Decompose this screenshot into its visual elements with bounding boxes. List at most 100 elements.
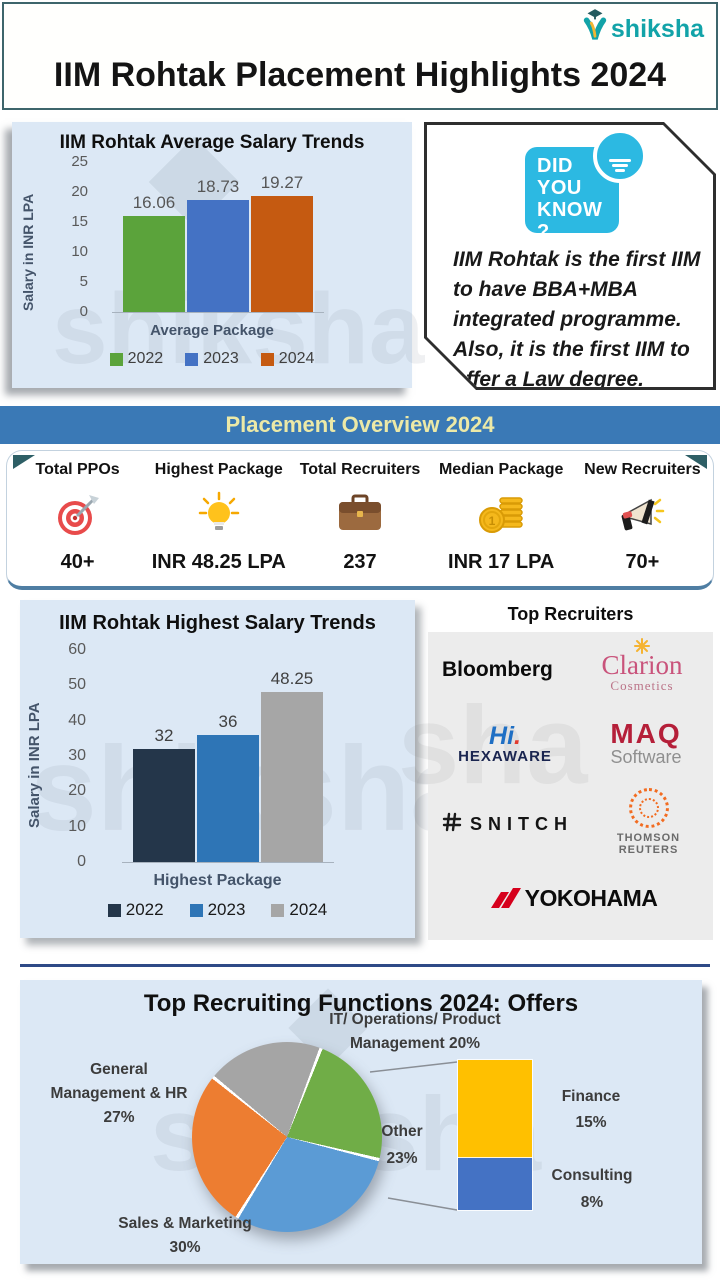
did-you-know-card: DID YOU KNOW ? IIM Rohtak is the first I…: [424, 122, 716, 390]
breakout-bar: [458, 1060, 532, 1210]
bulb-icon: [195, 489, 243, 541]
legend-label: 2024: [289, 900, 328, 919]
shiksha-bird-icon: [583, 9, 607, 40]
legend-label: 2023: [203, 350, 239, 367]
bar-value-label: 32: [154, 725, 174, 745]
pie-label-consulting: Consulting 8%: [551, 1167, 633, 1211]
x-axis-label: Highest Package: [153, 872, 282, 889]
legend-item: 2022: [109, 350, 164, 368]
recruiters-panel: sha Bloomberg Clarion Cosmetics Hi. HEXA…: [398, 632, 713, 940]
placement-stats-card: Total PPOs 40+ Highest Package: [6, 450, 714, 590]
legend-item: 2024: [271, 900, 327, 920]
bar-group: 16.06: [123, 162, 185, 312]
thomson-reuters-icon: [628, 788, 669, 828]
did-you-know-text: IIM Rohtak is the first IIM to have BBA+…: [453, 248, 701, 391]
bar-2022: [133, 748, 195, 862]
stat-label: Total Recruiters: [299, 461, 421, 478]
pie-chart: [192, 1042, 382, 1232]
stat-median-package: Median Package 1 INR 17 LPA: [431, 451, 572, 586]
bar-value-label: 19.27: [260, 173, 304, 193]
highest-salary-chart-card: shiksha IIM Rohtak Highest Salary Trends…: [20, 600, 477, 938]
stat-value: 70+: [625, 551, 660, 573]
logo-bloomberg: Bloomberg: [442, 658, 553, 681]
stat-total-ppos: Total PPOs 40+: [7, 451, 148, 586]
stat-value: 237: [343, 551, 377, 573]
bulb-icon: [593, 129, 647, 183]
bar-2023: [187, 199, 249, 312]
logo-thomson-reuters: THOMSON REUTERS: [586, 788, 711, 856]
logo-yokohama: YOKOHAMA: [468, 884, 678, 913]
badge-line: KNOW ?: [537, 199, 603, 243]
pie-label-sales-marketing: Sales & Marketing 30%: [118, 1215, 252, 1256]
pie-label-it-operations: IT/ Operations/ Product Management 20%: [329, 1011, 501, 1052]
bar-group: 32: [133, 650, 195, 862]
bar-2022: [123, 215, 185, 312]
recruiters-title: Top Recruiters: [507, 604, 634, 624]
plot-area: 16.06 18.73 19.27: [112, 162, 324, 313]
legend-item: 2024: [260, 350, 315, 368]
x-axis-label: Average Package: [150, 322, 274, 339]
chart-title: IIM Rohtak Highest Salary Trends: [59, 612, 376, 634]
legend-label: 2024: [278, 350, 315, 367]
bar-group: 19.27: [251, 162, 313, 312]
banner-title: Placement Overview 2024: [225, 412, 495, 437]
coins-icon: 1: [476, 489, 526, 541]
section-banner: Placement Overview 2024: [0, 406, 720, 444]
badge-line: YOU: [537, 177, 582, 199]
yokohama-chevron-icon: [489, 884, 523, 913]
chart-legend: 2022 2023 2024: [20, 900, 415, 920]
stat-value: INR 48.25 LPA: [151, 551, 286, 573]
legend-label: 2023: [207, 900, 246, 919]
recruiting-functions-card: shiksha Top Recruiting Functions 2024: O…: [20, 980, 702, 1264]
legend-swatch: [260, 352, 274, 366]
stat-highest-package: Highest Package INR 48.25 LPA: [148, 451, 289, 586]
stat-value: 40+: [60, 551, 95, 573]
chart-legend: 2022 2023 2024: [12, 350, 412, 368]
stat-value: INR 17 LPA: [448, 551, 555, 573]
y-axis-label: Salary in INR LPA: [20, 193, 36, 311]
knot-icon: [442, 812, 462, 837]
stat-label: Total PPOs: [35, 461, 120, 478]
logo-maq-software: MAQ Software: [610, 718, 682, 767]
y-axis-label: Salary in INR LPA: [26, 702, 43, 828]
header: shiksha IIM Rohtak Placement Highlights …: [2, 2, 718, 110]
legend-swatch: [107, 903, 121, 917]
megaphone-icon: [617, 489, 667, 541]
bar-group: 48.25: [261, 650, 323, 862]
legend-swatch: [189, 903, 203, 917]
briefcase-icon: [335, 489, 385, 541]
legend-item: 2022: [107, 900, 164, 920]
legend-swatch: [271, 903, 285, 917]
brand-name: shiksha: [610, 15, 704, 43]
bar-2023: [197, 734, 259, 862]
legend-label: 2022: [125, 900, 164, 919]
chart-title: IIM Rohtak Average Salary Trends: [59, 132, 365, 153]
logo-clarion: Clarion Cosmetics: [576, 638, 708, 694]
legend-swatch: [109, 352, 123, 366]
bar-2024: [251, 196, 313, 312]
flower-icon: [576, 638, 708, 654]
bar-group: 18.73: [187, 162, 249, 312]
legend-item: 2023: [189, 900, 246, 920]
section-divider: [20, 964, 710, 967]
svg-text:1: 1: [489, 514, 496, 528]
bar-2024: [261, 691, 323, 862]
legend-label: 2022: [127, 350, 164, 367]
legend-item: 2023: [185, 350, 239, 368]
finance-bar-segment: [458, 1060, 532, 1158]
pie-chart-title: Top Recruiting Functions 2024: Offers: [143, 990, 579, 1017]
y-axis-ticks: 60 50 40 30 20 10 0: [68, 641, 86, 870]
stat-label: New Recruiters: [584, 461, 701, 478]
stat-label: Median Package: [438, 461, 564, 478]
badge-line: DID: [537, 155, 573, 177]
consulting-bar-segment: [458, 1157, 532, 1210]
stat-new-recruiters: New Recruiters 70+: [572, 451, 713, 586]
legend-swatch: [185, 352, 199, 366]
pie-label-general-management: General Management & HR 27%: [50, 1061, 188, 1126]
callout-lines: [369, 1061, 458, 1211]
bar-value-label: 48.25: [270, 668, 314, 688]
plot-area: 32 36 48.25: [122, 650, 334, 863]
bar-value-label: 36: [218, 711, 238, 731]
target-icon: [54, 489, 102, 541]
